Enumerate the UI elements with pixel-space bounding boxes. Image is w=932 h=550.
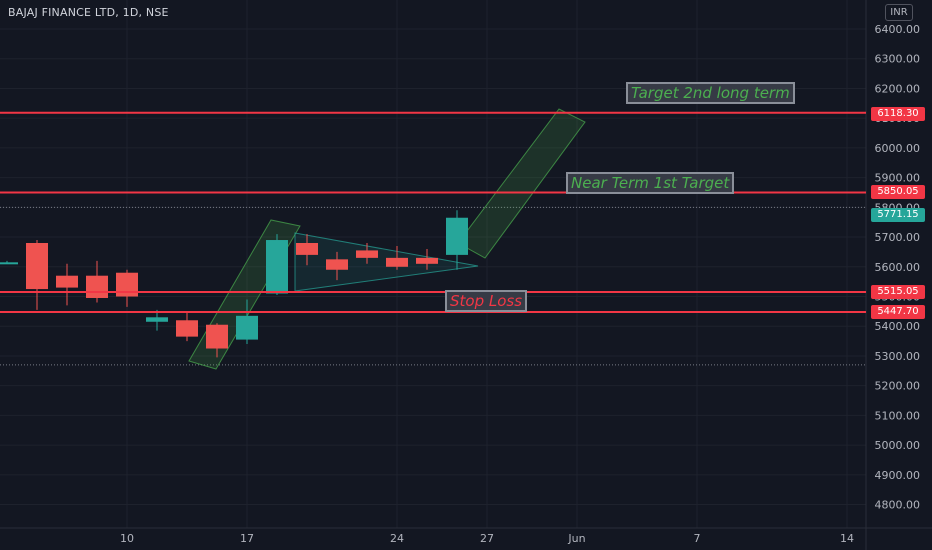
y-tick-label: 4800.00 [875, 499, 921, 512]
candle[interactable] [206, 323, 228, 358]
candle[interactable] [446, 210, 468, 270]
time-axis[interactable]: 10 17 24 27 Jun 7 14 [120, 532, 854, 545]
y-tick-label: 5400.00 [875, 320, 921, 333]
candle[interactable] [56, 263, 78, 306]
y-tick-label: 6300.00 [875, 53, 921, 66]
candle-body [296, 243, 318, 255]
candle[interactable] [386, 245, 408, 270]
candle[interactable] [176, 311, 198, 342]
y-tick-label: 5100.00 [875, 409, 921, 422]
candle-body [356, 250, 378, 258]
candle[interactable] [266, 234, 288, 296]
candle-body [326, 259, 348, 270]
y-tick-label: 5900.00 [875, 172, 921, 185]
candle-body [266, 240, 288, 294]
y-tick-label: 5200.00 [875, 380, 921, 393]
candle[interactable] [296, 234, 318, 266]
candle[interactable] [326, 251, 348, 281]
x-tick-label: 27 [480, 532, 494, 545]
currency-badge[interactable]: INR [885, 4, 913, 21]
candle-body [56, 275, 78, 288]
candle[interactable] [416, 248, 438, 270]
candle[interactable] [116, 269, 138, 307]
annotation-stop-loss[interactable]: Stop Loss [445, 290, 528, 312]
candle-body [416, 257, 438, 264]
candle[interactable] [356, 243, 378, 264]
y-tick-label: 4900.00 [875, 469, 921, 482]
candle-body [236, 315, 258, 340]
symbol-title[interactable]: BAJAJ FINANCE LTD, 1D, NSE [8, 6, 169, 19]
x-tick-label: 10 [120, 532, 134, 545]
price-tag-target-1: 5850.05 [871, 185, 925, 199]
y-tick-label: 6400.00 [875, 23, 921, 36]
candle-body [446, 217, 468, 255]
y-tick-label: 5000.00 [875, 439, 921, 452]
candle[interactable] [146, 309, 168, 331]
price-axis[interactable]: 6400.006300.006200.006100.006000.005900.… [875, 23, 921, 512]
candle-body [146, 317, 168, 322]
candle-body [0, 262, 18, 265]
candle[interactable] [236, 299, 258, 345]
candle-body [386, 257, 408, 267]
annotation-target-1[interactable]: Near Term 1st Target [566, 172, 735, 194]
price-tag-target-2: 6118.30 [871, 107, 925, 121]
annotation-target-2[interactable]: Target 2nd long term [626, 82, 795, 104]
x-tick-label: 24 [390, 532, 404, 545]
candle-body [176, 320, 198, 337]
candle-body [86, 275, 108, 298]
price-tag-stop-1: 5515.05 [871, 285, 925, 299]
x-tick-label: 14 [840, 532, 854, 545]
price-tag-last: 5771.15 [871, 208, 925, 222]
candle-body [26, 243, 48, 290]
y-tick-label: 5300.00 [875, 350, 921, 363]
candle[interactable] [0, 260, 18, 265]
candle-body [116, 272, 138, 297]
price-tag-stop-2: 5447.70 [871, 305, 925, 319]
y-tick-label: 5700.00 [875, 231, 921, 244]
dotted-reference-lines [0, 206, 866, 366]
x-tick-label: Jun [567, 532, 585, 545]
candle-body [206, 324, 228, 349]
y-tick-label: 5600.00 [875, 261, 921, 274]
x-tick-label: 7 [694, 532, 701, 545]
projected-channel-2 [457, 108, 586, 259]
candle[interactable] [26, 240, 48, 310]
y-tick-label: 6200.00 [875, 82, 921, 95]
y-tick-label: 6000.00 [875, 142, 921, 155]
x-tick-label: 17 [240, 532, 254, 545]
